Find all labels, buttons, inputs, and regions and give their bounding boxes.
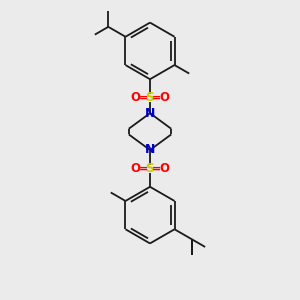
Text: O: O [160,91,170,104]
Text: O: O [130,91,140,104]
Text: =: = [139,164,148,174]
Text: =: = [139,92,148,102]
Text: S: S [146,91,154,104]
Text: =: = [152,92,161,102]
Text: =: = [152,164,161,174]
Text: N: N [145,107,155,120]
Text: S: S [146,162,154,175]
Text: O: O [160,162,170,175]
Text: N: N [145,143,155,157]
Text: O: O [130,162,140,175]
